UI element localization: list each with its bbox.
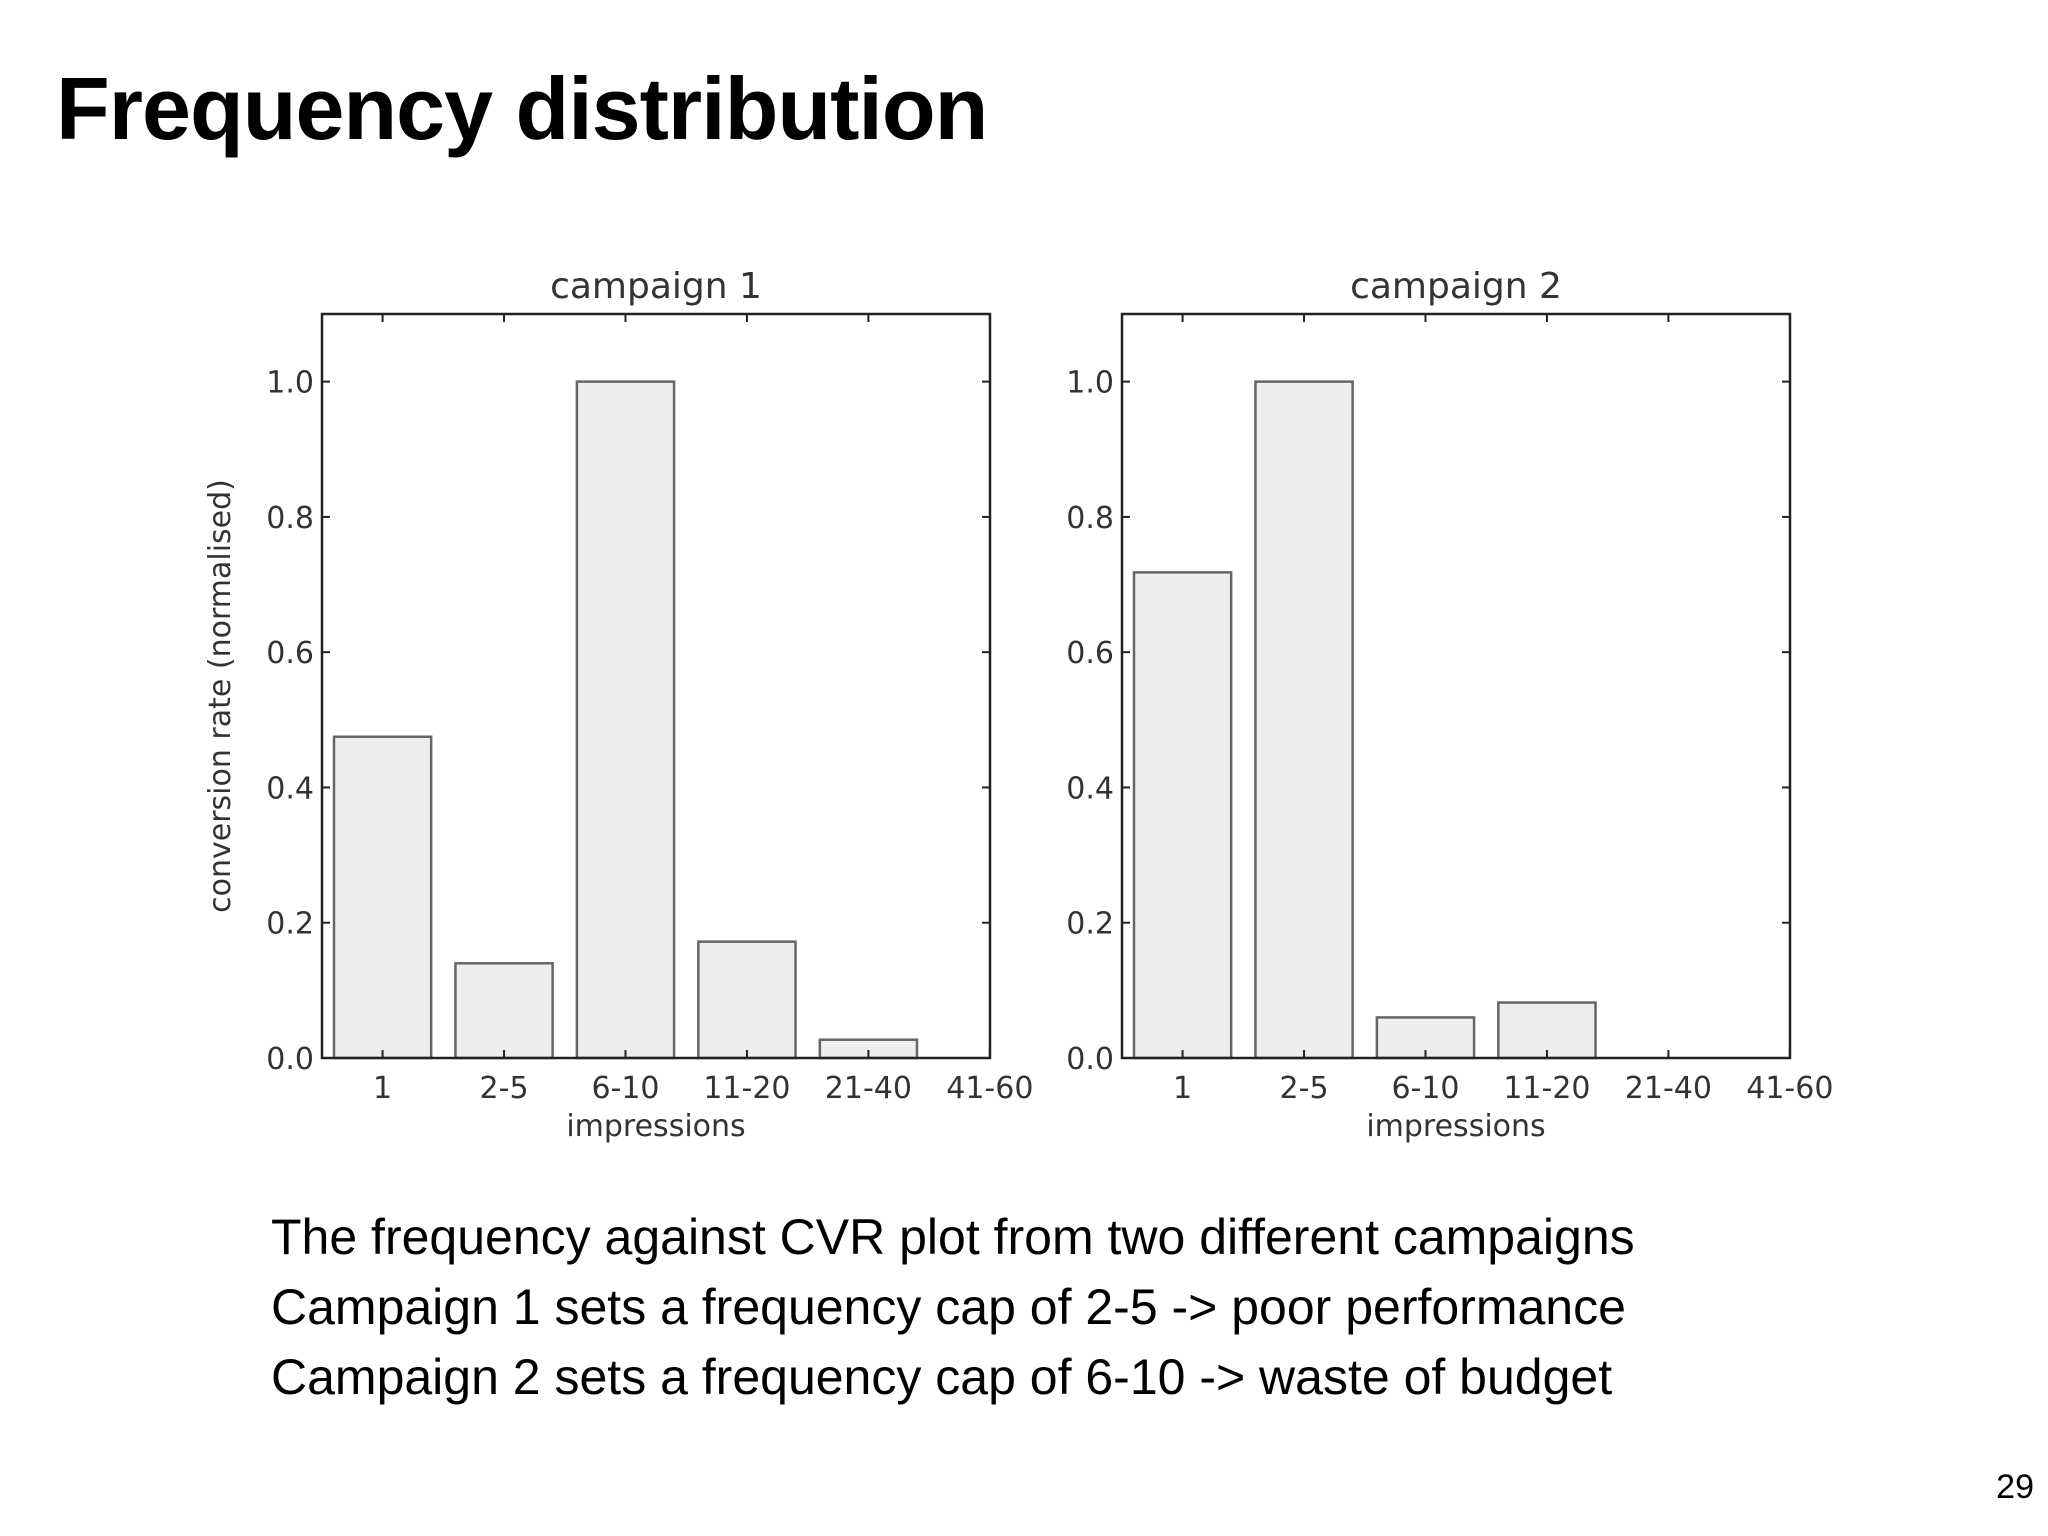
caption-line-2: Campaign 1 sets a frequency cap of 2-5 -… [271, 1279, 1626, 1335]
chart-2-xtick-label-2: 2-5 [1280, 1071, 1329, 1106]
page-number: 29 [1996, 1468, 2034, 1506]
chart-1-xtick-label-2: 2-5 [480, 1071, 529, 1106]
chart-1-xtick-label-1: 1 [373, 1071, 392, 1106]
chart-2-xlabel: impressions [1366, 1109, 1545, 1144]
chart-2-xtick-label-5: 21-40 [1625, 1071, 1712, 1106]
chart-2-bar-4 [1497, 1001, 1597, 1060]
chart-1-ytick-label-1: 0.2 [266, 907, 314, 942]
chart-2-bar-1 [1132, 571, 1233, 1060]
chart-1-bar-4 [697, 940, 797, 1060]
chart-2-xtick-label-1: 1 [1173, 1071, 1192, 1106]
caption-line-1: The frequency against CVR plot from two … [271, 1209, 1635, 1265]
chart-1-ylabel: conversion rate (normalised) [203, 479, 238, 913]
chart-1-title: campaign 1 [550, 266, 762, 307]
caption-line-3: Campaign 2 sets a frequency cap of 6-10 … [271, 1349, 1613, 1405]
chart-2-frame [1120, 312, 1792, 1060]
chart-2-xtick-label-4: 11-20 [1503, 1071, 1590, 1106]
chart-2-xtick-label-3: 6-10 [1391, 1071, 1459, 1106]
chart-1-xtick-label-6: 41-60 [946, 1071, 1033, 1106]
chart-1-frame [320, 312, 992, 1060]
chart-1-bar-3 [575, 380, 676, 1060]
chart-1-ytick-label-4: 0.8 [266, 501, 314, 536]
chart-2-xtick-label-6: 41-60 [1746, 1071, 1833, 1106]
slide-title: Frequency distribution [56, 59, 988, 158]
charts-area: 0.0 0.2 0.4 0.6 0.8 1.0 1 2-5 6-10 11-20 21-40 41-6… [203, 266, 1833, 1144]
chart-1-xtick-label-4: 11-20 [703, 1071, 790, 1106]
chart-1-ytick-label-5: 1.0 [266, 366, 314, 401]
chart-2-ytick-label-5: 1.0 [1066, 366, 1114, 401]
chart-2-title: campaign 2 [1350, 266, 1562, 307]
chart-1-bar-1 [332, 735, 433, 1060]
chart-2-ytick-label-3: 0.6 [1066, 636, 1114, 671]
caption: The frequency against CVR plot from two … [271, 1202, 1635, 1412]
chart-2-bar-2 [1254, 380, 1354, 1060]
chart-1-xtick-label-3: 6-10 [591, 1071, 659, 1106]
chart-1-ytick-label-3: 0.6 [266, 636, 314, 671]
chart-1-xlabel: impressions [566, 1109, 745, 1144]
chart-2-ytick-label-1: 0.2 [1066, 907, 1114, 942]
chart-1-bar-2 [454, 962, 554, 1060]
chart-2-ytick-label-2: 0.4 [1066, 771, 1114, 806]
chart-2-ytick-label-4: 0.8 [1066, 501, 1114, 536]
chart-1-ytick-label-0: 0.0 [266, 1042, 314, 1077]
chart-1-ytick-label-2: 0.4 [266, 771, 314, 806]
chart-2-ytick-label-0: 0.0 [1066, 1042, 1114, 1077]
chart-1-xtick-label-5: 21-40 [825, 1071, 912, 1106]
